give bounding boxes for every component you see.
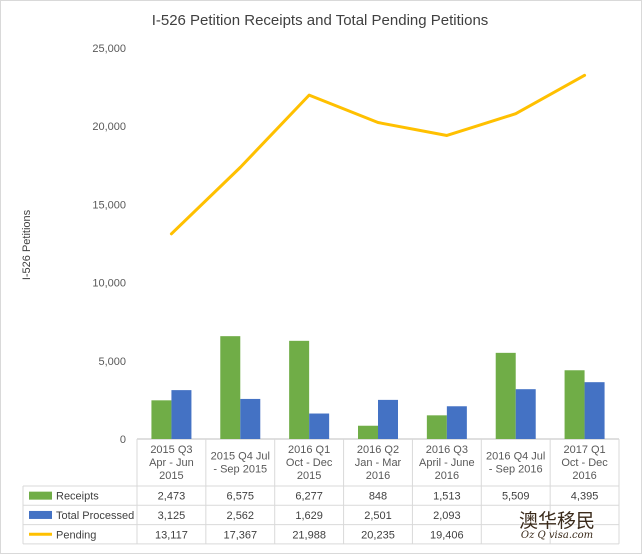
legend-swatch-receipts: [29, 491, 52, 500]
chart-title: I-526 Petition Receipts and Total Pendin…: [151, 12, 489, 29]
legend-swatch-total-processed: [29, 510, 52, 519]
x-category-label: Apr - Jun: [149, 457, 194, 469]
data-table-values: 2,473 6,575 6,277 848 1,513 5,509 4,395 3,125 2,…: [155, 491, 598, 542]
bars-group: [151, 336, 605, 439]
x-category-label: 2016 Q4 Jul: [486, 451, 545, 463]
x-category-label: 2016 Q1: [288, 444, 330, 456]
x-category-label: Jan - Mar: [355, 457, 402, 469]
pending-line-group: [169, 73, 587, 236]
data-table-legend: Receipts Total Processed Pending: [29, 491, 134, 541]
data-table-grid: [22, 438, 620, 545]
x-category-label: Oct - Dec: [561, 457, 608, 469]
processed-bar: [378, 399, 398, 439]
receipts-bar: [358, 425, 378, 439]
y-tick-label: 25,000: [92, 43, 126, 55]
y-tick-label: 5,000: [98, 356, 126, 368]
x-category-label: - Sep 2015: [213, 464, 267, 476]
legend-label: Total Processed: [56, 510, 134, 522]
data-table-cell: 2,562: [227, 510, 255, 522]
data-table-cell: 6,575: [227, 491, 255, 503]
x-category-label: 2015: [159, 470, 183, 482]
pending-line: [169, 73, 587, 236]
processed-bar: [515, 389, 536, 439]
data-table-cell: 2,473: [158, 491, 186, 503]
y-tick-label: 10,000: [92, 278, 126, 290]
data-table-cell: 17,367: [223, 529, 257, 541]
data-table-cell: 20,235: [361, 529, 395, 541]
pending-point: [445, 134, 449, 137]
watermark-logo: 澳华移民 Oz Q visa.com: [484, 506, 630, 546]
data-table-cell: 848: [369, 491, 387, 503]
data-table-cell: 21,988: [292, 529, 326, 541]
pending-point: [170, 232, 173, 236]
pending-point: [583, 74, 586, 77]
receipts-bar: [426, 415, 447, 439]
x-category-label: April - June: [419, 457, 475, 469]
y-tick-label: 0: [120, 434, 126, 446]
x-category-label: 2016: [572, 470, 596, 482]
x-category-label: 2015: [297, 470, 321, 482]
x-category-label: 2016 Q2: [357, 444, 399, 456]
processed-bar: [584, 382, 605, 439]
data-table-cell: 13,117: [155, 529, 188, 541]
data-table-cell: 6,277: [295, 491, 323, 503]
legend-label: Receipts: [56, 491, 99, 503]
pending-point: [239, 166, 242, 169]
y-tick-label: 15,000: [92, 199, 126, 211]
data-table-cell: 4,395: [571, 491, 599, 503]
legend-label: Pending: [56, 529, 96, 541]
processed-bar: [240, 398, 261, 439]
data-table-cell: 1,629: [295, 510, 323, 522]
data-table-cell: 19,406: [430, 529, 464, 541]
x-category-label: Oct - Dec: [286, 457, 333, 469]
watermark-subtext: Oz Q visa.com: [520, 530, 594, 541]
x-category-label: 2016: [366, 470, 390, 482]
pending-point: [307, 93, 311, 97]
receipts-bar: [564, 370, 585, 439]
data-table-cell: 3,125: [158, 510, 186, 522]
data-table-cell: 2,501: [364, 510, 392, 522]
pending-point: [376, 121, 380, 124]
x-category-label: 2015 Q3: [150, 444, 192, 456]
data-table-cell: 5,509: [502, 491, 530, 503]
receipts-bar: [151, 400, 172, 439]
receipts-bar: [289, 340, 310, 439]
y-tick-label: 20,000: [92, 121, 126, 133]
data-table-cell: 1,513: [433, 491, 461, 503]
data-table-cell: 2,093: [433, 510, 461, 522]
processed-bar: [309, 413, 330, 439]
processed-bar: [171, 390, 192, 439]
x-category-label: 2016 Q3: [426, 444, 468, 456]
x-category-label: 2015 Q4 Jul: [211, 451, 270, 463]
processed-bar: [446, 406, 467, 439]
x-category-label: 2017 Q1: [563, 444, 605, 456]
x-category-label: - Sep 2016: [489, 464, 543, 476]
watermark-text: 澳华移民: [518, 510, 595, 532]
y-tick-labels: 0 5,000 10,000 15,000 20,000 25,000: [92, 43, 126, 446]
receipts-bar: [495, 352, 516, 439]
receipts-bar: [220, 336, 241, 439]
pending-point: [514, 112, 517, 115]
x-category-label: 2016: [435, 470, 459, 482]
